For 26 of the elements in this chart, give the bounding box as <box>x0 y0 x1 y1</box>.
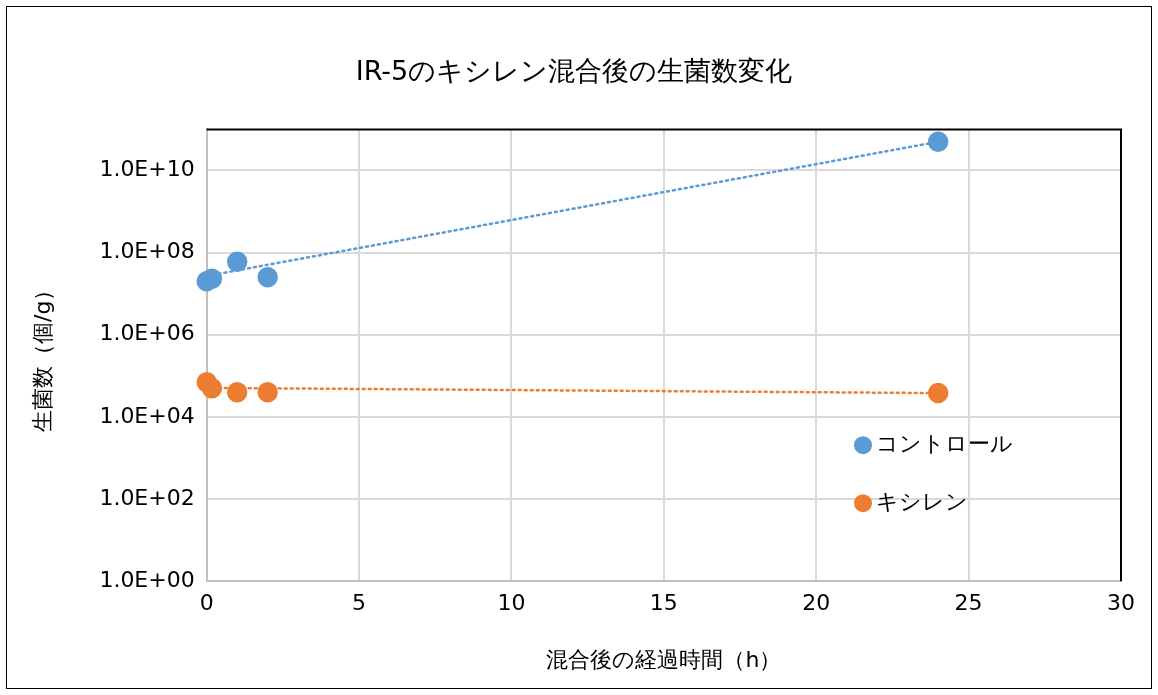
y-tick-label: 1.0E+00 <box>99 566 195 592</box>
x-tick-label: 15 <box>649 590 678 616</box>
x-tick-label: 25 <box>954 590 983 616</box>
y-tick-label: 1.0E+08 <box>99 238 195 264</box>
x-tick-label: 10 <box>497 590 526 616</box>
x-tick-label: 0 <box>199 590 214 616</box>
y-tick-label: 1.0E+02 <box>99 484 195 510</box>
x-tick-label: 30 <box>1107 590 1135 616</box>
point <box>257 381 278 403</box>
x-tick-label: 20 <box>802 590 831 616</box>
point <box>257 267 278 288</box>
legend-label: コントロール <box>876 430 1013 456</box>
point <box>201 268 223 290</box>
y-tick-label: 1.0E+04 <box>99 402 195 428</box>
chart-title: IR-5のキシレン混合後の生菌数変化 <box>355 55 793 87</box>
y-tick-label: 1.0E+06 <box>99 320 195 346</box>
point <box>927 131 949 153</box>
y-axis-title: 生菌数（個/g） <box>29 278 55 432</box>
point <box>201 377 223 399</box>
point <box>226 251 248 272</box>
x-axis-title: 混合後の経過時間（h） <box>546 646 782 672</box>
x-tick-label: 5 <box>352 590 367 616</box>
legend-label: キシレン <box>876 488 968 514</box>
y-tick-label: 1.0E+10 <box>99 156 195 182</box>
point <box>226 381 248 403</box>
point <box>927 382 949 404</box>
